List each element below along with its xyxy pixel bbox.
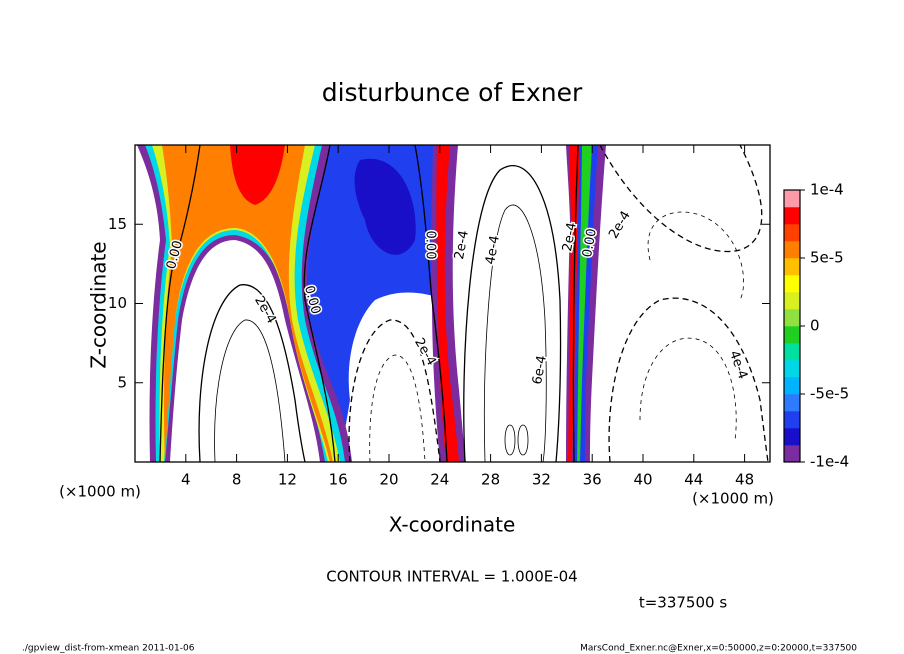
y-tick-label: 5: [117, 373, 127, 391]
x-tick-label: 8: [232, 471, 242, 489]
colorbar-swatch: [784, 411, 800, 429]
contour-line: [214, 319, 286, 463]
contour-label: 2e-4: [452, 229, 472, 260]
field-region: [577, 145, 592, 462]
contour-interval: CONTOUR INTERVAL = 1.000E-04: [326, 568, 577, 586]
colorbar-swatch: [784, 275, 800, 293]
colorbar-tick-label: -1e-4: [810, 453, 849, 471]
contour-label: 0.00: [580, 227, 600, 258]
x-tick-label: 48: [735, 471, 754, 489]
contour-line: [369, 354, 426, 463]
x-tick-label: 16: [329, 471, 348, 489]
contour-line: [608, 297, 769, 463]
contour-line: [159, 144, 201, 463]
x-tick-label: 20: [379, 471, 398, 489]
colorbar-tick-label: 5e-5: [810, 249, 844, 267]
contour-line: [504, 424, 529, 456]
contour-line: [303, 144, 336, 463]
footer-left: ./gpview_dist-from-xmean 2011-01-06: [22, 644, 195, 654]
contour-line: [348, 319, 441, 463]
y-tick-label: 15: [108, 215, 127, 233]
contour-label: 4e-4: [483, 234, 503, 265]
time-label: t=337500 s: [639, 594, 727, 612]
colorbar-tick-label: 1e-4: [810, 181, 844, 199]
colorbar-swatch: [784, 292, 800, 310]
chart-title: disturbunce of Exner: [322, 78, 583, 107]
contour-label: 6e-4: [530, 354, 550, 385]
x-unit: (×1000 m): [692, 490, 774, 508]
x-tick-label: 32: [532, 471, 551, 489]
field-region: [354, 158, 416, 255]
colorbar-swatch: [784, 343, 800, 361]
colorbar: -1e-4 -5e-5 0 5e-5 1e-4: [783, 181, 849, 471]
x-tick-label: 40: [633, 471, 652, 489]
contour-line: [414, 144, 448, 463]
contour-line: [572, 144, 579, 463]
y-axis-label: Z-coordinate: [87, 241, 111, 368]
colorbar-swatch: [784, 241, 800, 259]
contour-line: [599, 144, 763, 253]
y-unit: (×1000 m): [59, 483, 141, 501]
colorbar-swatch: [784, 190, 800, 208]
colorbar-swatch: [784, 309, 800, 327]
colorbar-swatch: [784, 258, 800, 276]
x-tick-label: 36: [583, 471, 602, 489]
x-tick-label: 4: [181, 471, 191, 489]
x-tick-label: 24: [430, 471, 449, 489]
footer-right: MarsCond_Exner.nc@Exner,x=0:50000,z=0:20…: [580, 644, 857, 654]
colorbar-tick-label: 0: [810, 317, 820, 335]
colorbar-swatch: [784, 377, 800, 395]
colorbar-swatch: [784, 207, 800, 225]
field-region: [230, 145, 285, 205]
colorbar-swatch: [784, 224, 800, 242]
contour-label: 0.00: [423, 231, 438, 260]
contour-lines: [159, 144, 769, 463]
x-tick-label: 28: [481, 471, 500, 489]
contour-line: [483, 204, 547, 463]
colorbar-swatch: [784, 360, 800, 378]
colorbar-swatch: [784, 445, 800, 463]
contour-line: [198, 284, 306, 463]
contour-line: [463, 165, 562, 463]
colorbar-swatch: [784, 326, 800, 344]
colorbar-swatch: [784, 428, 800, 446]
x-tick-label: 44: [684, 471, 703, 489]
x-axis-label: X-coordinate: [389, 513, 516, 537]
x-tick-label: 12: [278, 471, 297, 489]
field-region: [162, 145, 333, 462]
y-tick-label: 10: [108, 294, 127, 312]
contour-label: 2e-4: [560, 221, 580, 252]
field: [137, 145, 606, 462]
colorbar-swatch: [784, 394, 800, 412]
colorbar-tick-label: -5e-5: [810, 385, 849, 403]
